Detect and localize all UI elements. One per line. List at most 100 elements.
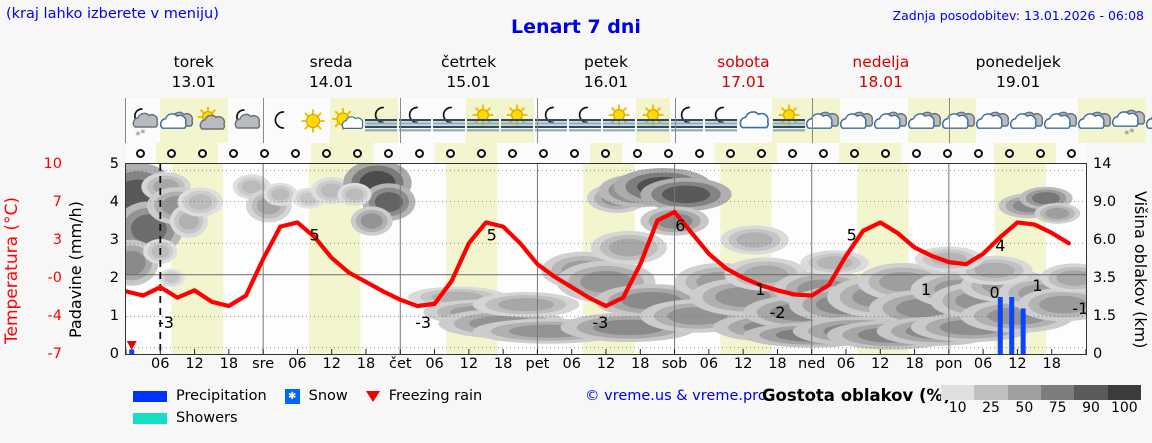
day-date: 17.01 [721, 73, 766, 91]
day-separator [811, 98, 813, 143]
weather-icon-cloudy [840, 98, 874, 143]
density-step [974, 385, 1008, 400]
time-marker [528, 143, 559, 163]
day-header-nedelja: nedelja 18.01 [812, 48, 949, 98]
weather-icon-cloudy [1078, 98, 1112, 143]
weather-icon-moon-fog [432, 98, 466, 143]
density-step [941, 385, 975, 400]
time-marker [963, 143, 994, 163]
weather-icon-moon-cloud [228, 98, 262, 143]
location-hint: (kraj lahko izberete v meniju) [6, 6, 219, 22]
marker-circle-icon [632, 148, 642, 158]
x-label: 12 [733, 356, 753, 372]
x-label: 06 [699, 356, 719, 372]
density-step [1007, 385, 1041, 400]
weather-icon-moon [262, 98, 296, 143]
x-label: 18 [631, 356, 650, 372]
marker-circle-icon [539, 148, 549, 158]
time-marker [745, 143, 777, 163]
x-label: 12 [871, 356, 890, 372]
day-header-sreda: sreda 14.01 [262, 48, 399, 98]
marker-circle-icon [508, 148, 518, 158]
day-header-petek: petek 16.01 [537, 48, 674, 98]
precipitation-swatch [133, 390, 167, 402]
marker-circle-icon [167, 148, 177, 158]
x-label: 12 [459, 356, 479, 372]
day-header-row: torek 13.01 sreda 14.01 četrtek 15.01 petek 16.… [125, 48, 1087, 98]
axis-tick: 3.5 [1093, 270, 1117, 286]
time-marker [684, 143, 715, 163]
x-label: 06 [288, 356, 307, 372]
copyright-notice[interactable]: © vreme.us & vreme.pro [585, 388, 767, 404]
temp-label: -3 [415, 313, 431, 332]
weather-icon-cloudy [874, 98, 908, 143]
x-label: 18 [768, 356, 787, 372]
marker-circle-icon [663, 148, 673, 158]
time-marker [218, 143, 249, 163]
time-marker [404, 143, 435, 163]
marker-circle-icon [477, 148, 487, 158]
density-level-label: 75 [1048, 400, 1067, 416]
day-separator [263, 98, 265, 143]
gridlines [126, 164, 1086, 354]
marker-circle-icon [384, 148, 394, 158]
x-label: sob [661, 356, 688, 372]
legend-precipitation: Precipitation [133, 388, 267, 404]
weather-icon-moon-fog [398, 98, 432, 143]
marker-circle-icon [198, 148, 208, 158]
x-label: 06 [836, 356, 856, 372]
weather-icon-cloudy [1044, 98, 1078, 143]
day-header-ponedeljek: ponedeljek 19.01 [950, 48, 1087, 98]
weather-icon-sun-cloud [330, 98, 364, 143]
marker-circle-icon [291, 148, 301, 158]
day-header-sobota: sobota 17.01 [675, 48, 812, 98]
weather-icon-moon-cloud-snow: ✳ ✳ [126, 98, 160, 143]
legend-freezing-rain-label: Freezing rain [388, 388, 483, 404]
x-label: 06 [425, 356, 444, 372]
svg-text:✳: ✳ [1124, 129, 1130, 137]
marker-circle-icon [911, 148, 921, 158]
time-marker [280, 143, 311, 163]
marker-circle-icon [601, 148, 611, 158]
cloudheight-axis-ticks: 14 9.0 6.0 3.5 1.5 0 [1089, 156, 1127, 362]
marker-circle-icon [725, 148, 735, 158]
day-separator [948, 98, 950, 143]
marker-circle-icon [260, 148, 270, 158]
time-marker [869, 143, 901, 163]
time-marker [622, 143, 653, 163]
temp-label: -1 [1072, 299, 1086, 318]
marker-circle-icon [322, 148, 332, 158]
x-label: 06 [562, 356, 581, 372]
day-header-torek: torek 13.01 [125, 48, 262, 98]
weather-icon-moon-fog [568, 98, 602, 143]
axis-tick: 10 [43, 156, 62, 172]
day-name: petek [583, 53, 628, 71]
weather-icon-moon-fog [364, 98, 398, 143]
weather-icon-cloudy [1146, 98, 1152, 143]
weather-icon-sun-fog [466, 98, 500, 143]
temp-label: -2 [769, 303, 785, 322]
temperature-curve [126, 209, 1071, 309]
x-axis-labels: 06 12 18 sre 06 12 18 čet 06 12 18 pet 06 12 18 sob 06 12… [125, 356, 1087, 378]
temp-label: 5 [487, 225, 497, 244]
time-marker [901, 143, 932, 163]
day-separator [400, 98, 402, 143]
axis-tick: 1.5 [1093, 308, 1117, 324]
weather-icon-sun-fog [636, 98, 670, 143]
density-step [1107, 385, 1141, 400]
x-label: 12 [322, 356, 341, 372]
marker-circle-icon [1066, 148, 1076, 158]
marker-circle-icon [818, 148, 828, 158]
temp-label: 5 [309, 225, 319, 244]
x-label: sre [252, 356, 275, 372]
temp-label: 0 [989, 283, 999, 302]
marker-circle-icon [756, 148, 766, 158]
time-marker [653, 143, 684, 163]
temperature-annotations: -3 5 -3 5 -3 6 -2 5 1 1 4 0 1 -1 [158, 216, 1086, 332]
weather-icon-cloudy [806, 98, 840, 143]
day-name: sobota [717, 53, 770, 71]
plot-canvas: -3 5 -3 5 -3 6 -2 5 1 1 4 0 1 -1 [126, 164, 1086, 354]
density-level-label: 25 [982, 400, 1000, 416]
temp-label: 6 [675, 216, 685, 235]
cloud-density-title: Gostota oblakov (%) [762, 386, 951, 405]
